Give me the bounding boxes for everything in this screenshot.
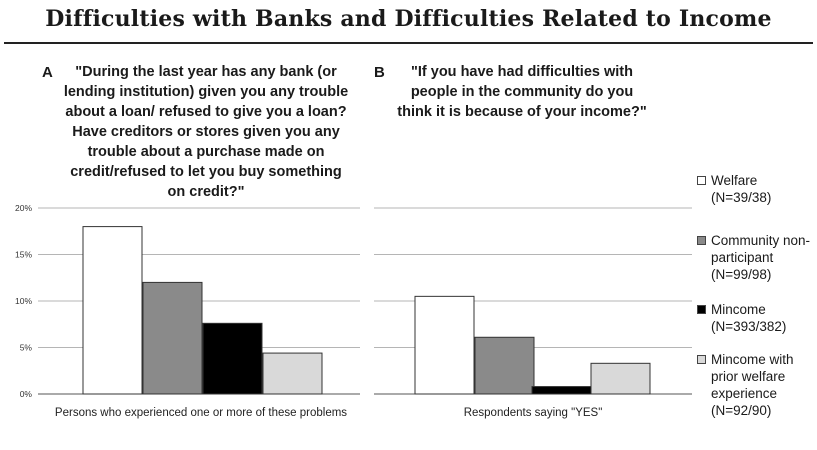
panel-a-question-line: on credit?" [167, 184, 245, 200]
bar [414, 295, 475, 395]
legend-label-line: (N=99/98) [711, 267, 772, 282]
bar [262, 352, 323, 395]
bar [82, 226, 143, 395]
legend-label-line: (N=92/90) [711, 403, 772, 418]
legend-swatch [697, 305, 706, 314]
bar [142, 281, 203, 395]
panel-b-question-line: think it is because of your income?" [397, 104, 647, 120]
legend-item: Mincome (N=393/382) [697, 301, 815, 335]
legend-label-line: Community non- [711, 233, 811, 248]
panel-b-question: "If you have had difficulties with people… [392, 62, 652, 122]
panel-a-question-line: trouble about a purchase made on [87, 144, 325, 160]
bar [531, 386, 592, 395]
panel-a-question-line: "During the last year has any bank (or [75, 64, 337, 80]
panel-b-question-line: people in the community do you [410, 84, 634, 100]
title-rule [4, 42, 813, 44]
chart-title: Difficulties with Banks and Difficulties… [45, 6, 772, 32]
y-tick-label: 15% [15, 250, 32, 260]
panel-a-question-line: credit/refused to let you buy something [70, 164, 342, 180]
legend-label-line: Mincome with [711, 352, 794, 367]
bar [590, 362, 651, 395]
bar [202, 322, 263, 395]
bar [474, 336, 535, 395]
category-label: Persons who experienced one or more of t… [55, 407, 347, 419]
legend-swatch [697, 176, 706, 185]
legend-item: Welfare (N=39/38) [697, 172, 815, 206]
panel-a-question-line: lending institution) given you any troub… [63, 84, 349, 100]
y-tick-label: 10% [15, 296, 32, 306]
category-label: Respondents saying "YES" [464, 407, 603, 419]
y-tick-label: 5% [20, 343, 33, 353]
legend-label-line: participant [711, 250, 774, 265]
legend-label-line: experience [711, 386, 778, 401]
panel-a-question: "During the last year has any bank (or le… [60, 62, 352, 202]
legend-item: Mincome with prior welfare experience (N=92… [697, 351, 815, 419]
y-tick-label: 20% [15, 203, 32, 213]
panel-b-letter: B [374, 64, 385, 81]
legend-swatch [697, 236, 706, 245]
panel-a-letter: A [42, 64, 53, 81]
legend-label-line: (N=393/382) [711, 319, 787, 334]
legend: Welfare (N=39/38) Community non-participan… [697, 172, 815, 419]
legend-label-line: Mincome [711, 302, 766, 317]
panel-a-question-line: about a loan/ refused to give you a loan… [65, 104, 347, 120]
panel-a-question-line: Have creditors or stores given you any [72, 124, 340, 140]
legend-label-line: prior welfare [711, 369, 786, 384]
legend-label-line: Welfare [711, 173, 758, 188]
legend-item: Community non-participant (N=99/98) [697, 232, 815, 283]
y-tick-label: 0% [20, 389, 33, 399]
panel-b-question-line: "If you have had difficulties with [411, 64, 633, 80]
legend-swatch [697, 355, 706, 364]
legend-label-line: (N=39/38) [711, 190, 772, 205]
